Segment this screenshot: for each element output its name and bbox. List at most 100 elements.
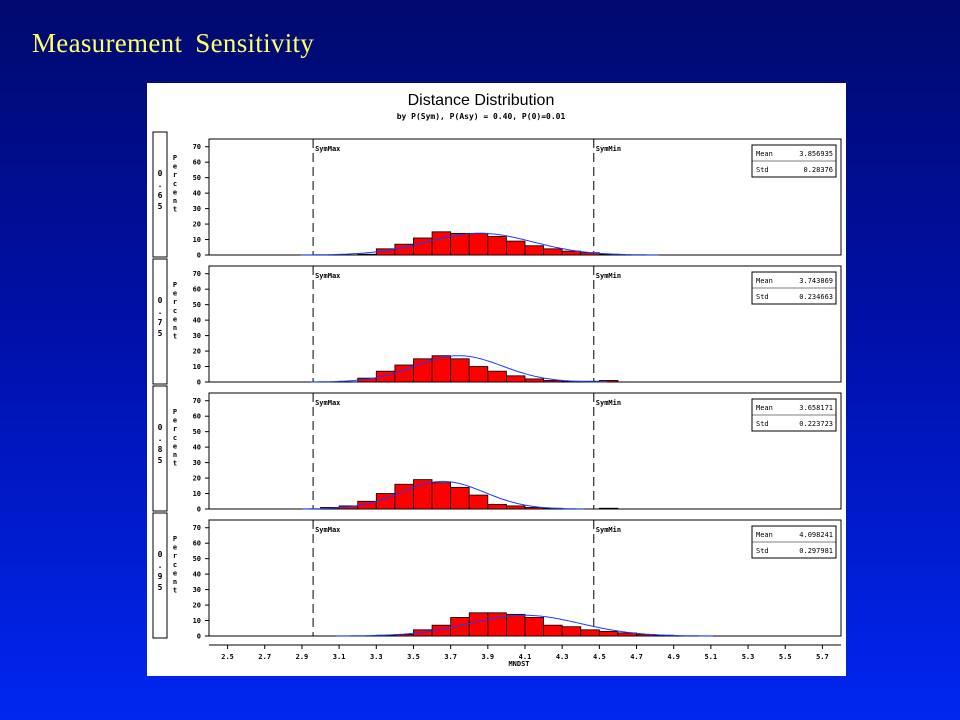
ref-line-label: SymMax — [315, 272, 341, 280]
panel-label-char: 5 — [158, 329, 163, 338]
y-tick-label: 70 — [193, 143, 201, 151]
histogram-bar — [524, 617, 544, 637]
y-tick-label: 40 — [193, 190, 201, 198]
panel-label-char: 5 — [158, 456, 163, 465]
panel-label-box — [152, 258, 168, 385]
x-tick-label: 3.5 — [407, 653, 420, 661]
y-axis-label-char: P — [173, 154, 177, 162]
y-axis-label-char: P — [173, 408, 177, 416]
panel-label-char: 5 — [158, 583, 163, 592]
x-axis-label: MNDST — [508, 660, 529, 668]
normal-fit-curve — [310, 355, 608, 383]
y-tick-label: 60 — [193, 286, 201, 294]
histogram-bar — [524, 245, 544, 256]
x-tick-label: 5.5 — [779, 653, 792, 661]
y-tick-label: 70 — [193, 397, 201, 405]
x-tick-label: 4.1 — [519, 653, 532, 661]
normal-fit-curve — [301, 480, 585, 510]
y-axis-label-char: c — [173, 307, 177, 315]
stats-mean-value: 3.856935 — [799, 150, 833, 158]
histogram-bar — [506, 613, 526, 637]
y-tick-label: 10 — [193, 617, 201, 625]
y-axis-label-char: P — [173, 281, 177, 289]
panel-label-char: 0 — [158, 550, 163, 559]
y-tick-label: 0 — [197, 379, 201, 387]
chart-title: Distance Distribution — [408, 92, 555, 109]
y-tick-label: 70 — [193, 524, 201, 532]
y-tick-label: 30 — [193, 586, 201, 594]
histogram-bar — [468, 494, 489, 510]
y-tick-label: 0 — [197, 506, 201, 514]
histogram-bar — [543, 380, 563, 383]
y-axis-label-char: t — [173, 587, 177, 595]
x-tick-label: 3.9 — [481, 653, 494, 661]
y-axis-label-char: n — [173, 324, 177, 332]
y-tick-label: 40 — [193, 444, 201, 452]
panel-label-char: . — [158, 434, 163, 443]
y-tick-label: 10 — [193, 490, 201, 498]
y-axis-label-char: t — [173, 206, 177, 214]
y-tick-label: 50 — [193, 301, 201, 309]
chart-frame: Distance Distribution by P(Sym), P(Asy) … — [147, 83, 846, 676]
y-axis-label-char: n — [173, 197, 177, 205]
x-tick-label: 3.7 — [444, 653, 457, 661]
panel-label-char: . — [158, 561, 163, 570]
y-tick-label: 20 — [193, 221, 201, 229]
histogram-bar — [468, 232, 489, 256]
stats-std-value: 0.234663 — [799, 293, 833, 301]
panel-label-char: 6 — [158, 191, 163, 200]
x-tick-label: 5.3 — [742, 653, 755, 661]
y-tick-label: 50 — [193, 428, 201, 436]
panel-label-char: 5 — [158, 202, 163, 211]
y-tick-label: 30 — [193, 459, 201, 467]
y-axis-label-char: e — [173, 315, 177, 323]
histogram-bar — [561, 626, 582, 637]
normal-fit-curve — [300, 232, 660, 256]
y-axis-label-char: r — [173, 298, 177, 306]
y-axis-label-char: t — [173, 460, 177, 468]
x-tick-label: 4.9 — [667, 653, 680, 661]
stats-mean-label: Mean — [756, 404, 773, 412]
ref-line-label: SymMax — [315, 145, 341, 153]
plot-frame — [208, 138, 842, 256]
x-tick-label: 3.1 — [333, 653, 346, 661]
y-tick-label: 10 — [193, 236, 201, 244]
y-axis-label-char: e — [173, 569, 177, 577]
y-axis-label-char: n — [173, 451, 177, 459]
y-axis-label-char: e — [173, 290, 177, 298]
x-tick-label: 2.5 — [221, 653, 234, 661]
x-tick-label: 4.5 — [593, 653, 606, 661]
stats-mean-label: Mean — [756, 150, 773, 158]
stats-std-label: Std — [756, 166, 769, 174]
x-tick-label: 4.7 — [630, 653, 643, 661]
stats-std-value: 0.223723 — [799, 420, 833, 428]
chart-subtitle: by P(Sym), P(Asy) = 0.40, P(0)=0.01 — [397, 112, 566, 121]
y-tick-label: 0 — [197, 633, 201, 641]
panel-label-char: . — [158, 180, 163, 189]
histogram-bar — [468, 366, 489, 383]
ref-line-label: SymMin — [596, 145, 621, 153]
y-axis-label-char: r — [173, 425, 177, 433]
x-tick-label: 4.3 — [556, 653, 569, 661]
panel-label-char: 8 — [158, 445, 163, 454]
y-axis-label-char: r — [173, 552, 177, 560]
y-tick-label: 70 — [193, 270, 201, 278]
y-axis-label-char: c — [173, 180, 177, 188]
histogram-bar — [487, 503, 507, 510]
stats-mean-label: Mean — [756, 531, 773, 539]
histogram-bar — [431, 231, 452, 256]
panel-label-box — [152, 385, 168, 512]
y-tick-label: 30 — [193, 205, 201, 213]
histogram-bar — [431, 482, 452, 510]
panel-label-char: 0 — [158, 169, 163, 178]
histogram-bar — [506, 375, 526, 383]
slide-title: Measurement Sensitivity — [32, 28, 315, 58]
histogram-bar — [598, 630, 619, 637]
plot-frame — [208, 392, 842, 510]
panel-label-box — [152, 131, 168, 258]
